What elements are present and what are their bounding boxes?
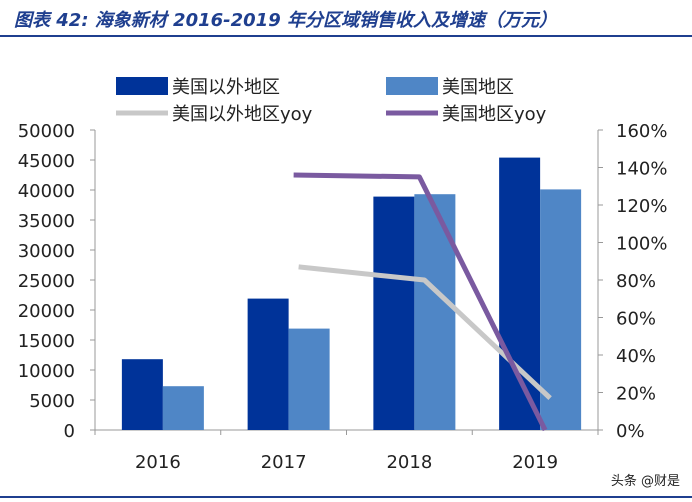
right-tick-label: 100%: [616, 234, 667, 255]
bar-us: [288, 328, 330, 430]
left-tick-label: 25000: [18, 271, 75, 292]
legend-label: 美国以外地区: [172, 77, 280, 98]
left-tick-label: 20000: [18, 301, 75, 322]
right-tick-label: 20%: [616, 384, 656, 405]
bar-nonus: [373, 196, 415, 430]
right-tick-label: 160%: [616, 121, 667, 142]
right-tick-label: 140%: [616, 159, 667, 180]
bar-nonus: [247, 298, 289, 430]
footer-rule: [0, 496, 692, 498]
legend-swatch-bar: [386, 77, 438, 95]
right-tick-label: 0%: [616, 421, 645, 442]
bar-nonus: [499, 157, 541, 430]
watermark: 头条 @财是: [610, 474, 680, 489]
left-tick-label: 15000: [18, 331, 75, 352]
left-tick-label: 45000: [18, 151, 75, 172]
legend-label: 美国地区yoy: [442, 104, 547, 125]
left-tick-label: 50000: [18, 121, 75, 142]
header-rule: [0, 35, 692, 37]
right-tick-label: 80%: [616, 271, 656, 292]
legend-label: 美国地区: [442, 77, 514, 98]
bar-us: [414, 194, 456, 430]
line-us-yoy: [293, 172, 548, 432]
right-tick-label: 40%: [616, 346, 656, 367]
bar-us: [162, 386, 204, 430]
left-tick-label: 5000: [29, 391, 75, 412]
left-tick-label: 35000: [18, 211, 75, 232]
legend-label: 美国以外地区yoy: [172, 104, 313, 125]
bar-nonus: [121, 359, 163, 430]
report-header: 图表 42: 海象新材 2016-2019 年分区域销售收入及增速（万元）: [0, 0, 692, 40]
x-tick-label: 2017: [261, 452, 307, 473]
right-tick-label: 60%: [616, 309, 656, 330]
left-tick-label: 30000: [18, 241, 75, 262]
right-tick-label: 120%: [616, 196, 667, 217]
x-tick-label: 2019: [512, 452, 558, 473]
legend-swatch-bar: [116, 77, 168, 95]
left-tick-label: 10000: [18, 361, 75, 382]
left-tick-label: 40000: [18, 181, 75, 202]
left-tick-label: 0: [64, 421, 75, 442]
figure-title: 图表 42: 海象新材 2016-2019 年分区域销售收入及增速（万元）: [14, 10, 557, 31]
x-tick-label: 2016: [135, 452, 181, 473]
bar-us: [540, 189, 582, 430]
x-tick-label: 2018: [386, 452, 432, 473]
